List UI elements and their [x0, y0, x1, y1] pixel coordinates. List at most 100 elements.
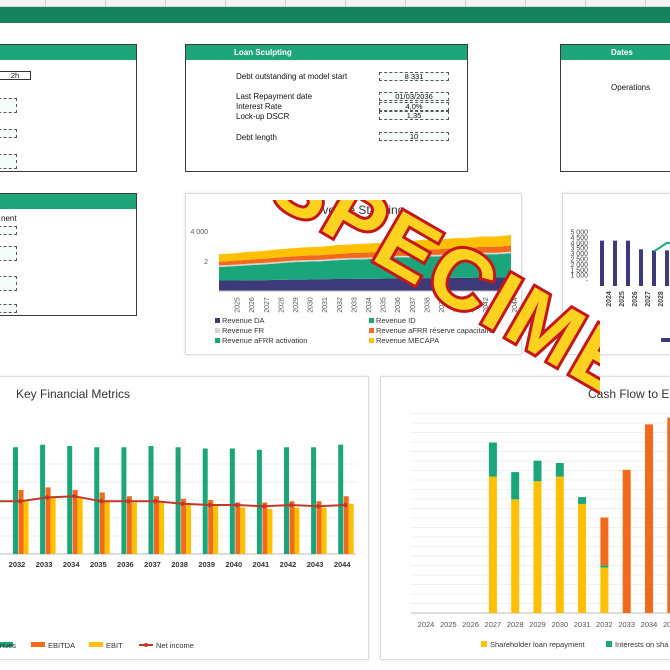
column-separator — [585, 0, 586, 7]
column-separator — [345, 0, 346, 7]
x-tick-label: 2041 — [468, 297, 475, 313]
chart-title: Cash Flow to Eq — [588, 387, 670, 401]
bar — [600, 567, 609, 613]
column-separator — [45, 0, 46, 7]
x-tick-label: 2042 — [483, 297, 490, 313]
column-separator — [165, 0, 166, 7]
x-tick-label: 2032 — [337, 297, 344, 313]
chart-title: Key Financial Metrics — [16, 387, 131, 401]
x-tick-label: 2040 — [454, 297, 461, 313]
bar — [40, 444, 46, 554]
bar — [240, 507, 246, 554]
debt-length-label: Debt length — [236, 133, 277, 142]
x-tick-label: 2031 — [574, 620, 591, 629]
input-cell[interactable] — [0, 304, 17, 313]
last-repayment-label: Last Repayment date — [236, 92, 313, 101]
bar — [511, 472, 520, 500]
legend-label: Revenue FR — [222, 326, 265, 335]
legend-swatch — [144, 643, 148, 647]
x-tick-label: 2043 — [497, 297, 504, 313]
bar — [645, 424, 653, 613]
y-tick-label: 2 000 — [570, 262, 588, 269]
x-tick-label: 2043 — [307, 560, 324, 569]
x-tick-label: 2036 — [395, 297, 402, 313]
bar — [181, 498, 187, 554]
x-tick-label: 2035 — [90, 560, 107, 569]
column-separator — [465, 0, 466, 7]
input-cell[interactable] — [0, 282, 17, 291]
x-tick-label: 2027 — [645, 291, 652, 307]
input-cell[interactable] — [0, 160, 17, 169]
bar — [154, 496, 159, 554]
bar — [622, 469, 631, 613]
bar — [578, 497, 587, 504]
bar — [126, 496, 132, 554]
x-tick-label: 2035 — [381, 297, 388, 313]
last-repayment-field[interactable]: 01/03/2036 — [379, 92, 449, 101]
legend-label: Revenue DA — [222, 316, 265, 325]
bar — [67, 446, 73, 554]
bar — [338, 444, 344, 554]
x-tick-label: 2026 — [632, 291, 639, 307]
area-series — [219, 245, 511, 266]
bar — [256, 449, 262, 554]
bar — [148, 446, 154, 554]
debt-length-field[interactable]: 10 — [379, 132, 449, 141]
debt-outstanding-field[interactable]: 8 331 — [379, 72, 449, 81]
point — [315, 504, 321, 509]
input-cell[interactable] — [0, 252, 17, 261]
y-tick-label: 2 — [204, 259, 208, 266]
bar — [488, 476, 497, 613]
x-tick-label: 2030 — [308, 297, 315, 313]
bar — [600, 240, 604, 286]
line-series — [653, 241, 670, 253]
point — [72, 494, 77, 499]
input-cell[interactable] — [0, 104, 17, 113]
legend-label: Revenue ID — [376, 316, 416, 325]
point — [343, 502, 348, 508]
input-cell[interactable] — [0, 129, 17, 138]
x-tick-label: 2027 — [264, 297, 271, 313]
column-separator — [645, 0, 646, 7]
revenue-stacking-card: Revenue Stacking 4 000 2 2025 2026 2027 2028 2… — [185, 193, 522, 355]
y-tick-label: 5 000 — [570, 230, 588, 237]
bar — [555, 476, 564, 613]
x-tick-label: 2025 — [235, 297, 242, 313]
x-tick-label: 2034 — [366, 297, 373, 313]
bar — [23, 501, 29, 554]
bar — [665, 250, 669, 286]
x-tick-label: 2033 — [36, 560, 53, 569]
bar — [45, 487, 51, 554]
key-financial-metrics-chart: 2032 2033 2034 2035 2036 2037 2038 2039 2040 2041… — [0, 444, 356, 650]
point — [126, 499, 131, 504]
input-cell[interactable]: 2h — [0, 71, 31, 80]
legend-swatch — [89, 642, 103, 647]
bar — [578, 503, 587, 613]
left-input-panel-2: nent — [0, 193, 137, 316]
x-tick-label: 2029 — [529, 620, 546, 629]
bar — [639, 249, 643, 286]
column-separator — [525, 0, 526, 7]
x-tick-label: 2033 — [618, 620, 635, 629]
bar — [104, 501, 110, 554]
column-separator — [285, 0, 286, 7]
x-tick-label: 2025 — [440, 620, 457, 629]
interest-rate-field[interactable]: 4,0% — [379, 102, 449, 111]
x-tick-label: 2044 — [334, 560, 352, 569]
y-tick-label: 2 500 — [570, 257, 588, 264]
lockup-dscr-field[interactable]: 1,35 — [379, 111, 449, 120]
lockup-dscr-label: Lock-up DSCR — [236, 112, 290, 121]
legend-swatch — [369, 328, 374, 333]
bar — [213, 505, 219, 554]
x-tick-label: 2028 — [658, 291, 665, 307]
input-cell[interactable] — [0, 226, 17, 235]
legend-label: EBIT — [106, 641, 123, 650]
bar — [77, 497, 83, 554]
legend-swatch — [369, 338, 374, 343]
bar — [289, 501, 295, 554]
bar — [533, 460, 542, 482]
y-tick-label: 1 500 — [570, 267, 588, 274]
column-separator — [105, 0, 106, 7]
legend-label: Revenue aFRR activation — [222, 336, 307, 345]
bar — [555, 463, 564, 477]
